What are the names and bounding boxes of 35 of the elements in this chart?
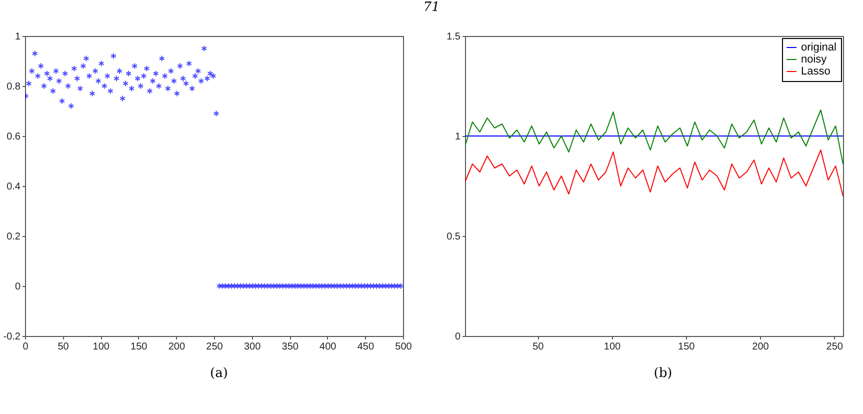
- text: (a): [209, 366, 229, 381]
- x-tick-label: 100: [604, 342, 622, 352]
- x-tick-label: 0: [22, 342, 29, 352]
- legend-label: noisy: [801, 54, 828, 66]
- x-tick-label: 200: [752, 342, 770, 352]
- text: (b): [652, 366, 674, 381]
- line-series: [465, 110, 843, 164]
- y-tick-label: 1.5: [446, 32, 461, 42]
- y-tick-label: 1: [14, 32, 21, 42]
- legend-label: original: [801, 42, 836, 54]
- legend-label: Lasso: [801, 66, 830, 78]
- x-tick-label: 300: [244, 342, 262, 352]
- x-tick-label: 250: [206, 342, 224, 352]
- y-tick-label: 1: [454, 132, 461, 142]
- x-tick-label: 500: [395, 342, 412, 352]
- x-tick-label: 250: [826, 342, 844, 352]
- y-tick-label: 0.6: [6, 132, 21, 142]
- y-tick-label: 0.4: [6, 182, 21, 192]
- y-tick-label: 0: [454, 332, 461, 342]
- x-tick-label: 350: [282, 342, 299, 352]
- x-tick-label: 150: [678, 342, 696, 352]
- x-tick-label: 450: [357, 342, 374, 352]
- x-tick-label: 50: [58, 342, 70, 352]
- text: 71: [422, 0, 441, 15]
- line-series: [465, 150, 843, 196]
- y-tick-label: 0: [14, 282, 21, 292]
- x-tick-label: 150: [130, 342, 148, 352]
- y-tick-label: 0.2: [6, 232, 21, 242]
- x-tick-label: 50: [532, 342, 544, 352]
- y-tick-label: 0.5: [446, 232, 461, 242]
- x-tick-label: 200: [168, 342, 186, 352]
- x-tick-label: 400: [320, 342, 337, 352]
- y-tick-label: -0.2: [3, 332, 21, 342]
- x-tick-label: 100: [92, 342, 110, 352]
- y-tick-label: 0.8: [6, 82, 21, 92]
